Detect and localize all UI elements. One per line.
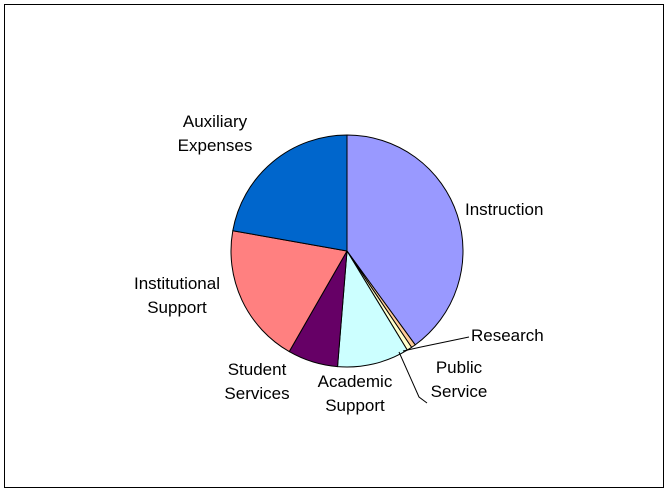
slice-label-research: Research (471, 326, 544, 345)
leader-line-research (402, 336, 470, 352)
pie-slice-instruction (346, 134, 464, 346)
pie-chart: Instruction Research Public Service Academic… (134, 112, 544, 415)
slice-label-public-service: Public Service (431, 358, 488, 401)
slice-label-line: Support (147, 298, 207, 317)
slice-label-line: Research (471, 326, 544, 345)
slice-label-line: Public (436, 358, 483, 377)
slice-label-line: Service (431, 382, 488, 401)
chart-area: Instruction Research Public Service Academic… (4, 4, 664, 488)
slice-label-line: Student (228, 360, 287, 379)
slice-label-auxiliary-expenses: Auxiliary Expenses (178, 112, 253, 155)
slice-label-line: Auxiliary (183, 112, 248, 131)
slice-label-line: Instruction (465, 200, 543, 219)
slice-label-line: Support (325, 396, 385, 415)
slice-label-instruction: Instruction (465, 200, 543, 219)
slice-label-line: Institutional (134, 274, 220, 293)
slice-label-line: Academic (318, 372, 393, 391)
leader-line-public-service (398, 351, 428, 404)
slice-label-line: Services (224, 384, 289, 403)
slice-label-institutional-support: Institutional Support (134, 274, 220, 317)
pie-slice-auxiliary-expenses (232, 134, 348, 252)
slice-label-academic-support: Academic Support (318, 372, 393, 415)
pie-slice-institutional-support (230, 230, 348, 353)
slice-label-student-services: Student Services (224, 360, 289, 403)
slice-label-line: Expenses (178, 136, 253, 155)
